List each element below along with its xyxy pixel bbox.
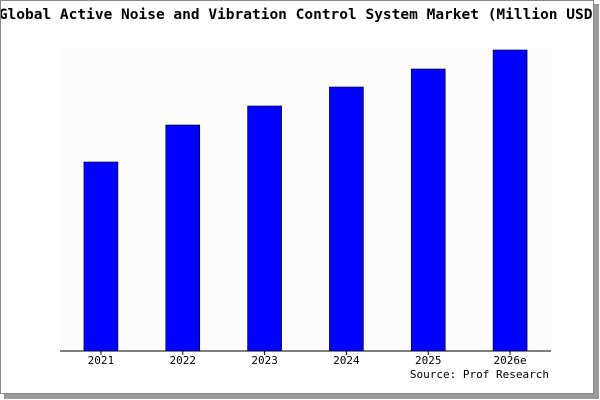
x-tick-label: 2024 [333, 354, 360, 367]
bar [165, 124, 201, 352]
x-tick-label: 2025 [415, 354, 442, 367]
bar [329, 86, 364, 352]
bar [83, 161, 119, 352]
source-note: Source: Prof Research [410, 368, 549, 381]
bar [492, 49, 528, 352]
plot-area [60, 48, 551, 351]
bar [247, 105, 282, 352]
chart-title: Global Active Noise and Vibration Contro… [0, 7, 600, 23]
x-tick-label: 2022 [170, 354, 197, 367]
x-tick-label: 2023 [251, 354, 278, 367]
x-tick-label: 2026e [494, 354, 527, 367]
bar [410, 68, 446, 352]
x-tick-label: 2021 [88, 354, 115, 367]
